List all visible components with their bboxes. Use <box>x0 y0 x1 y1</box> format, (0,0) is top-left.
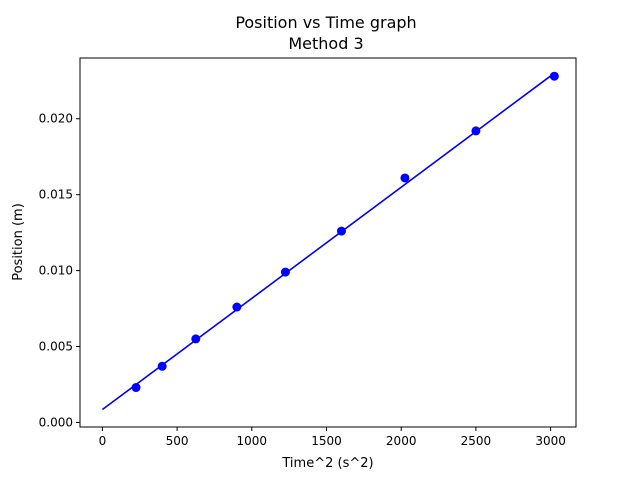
chart-title: Position vs Time graph <box>235 13 416 32</box>
data-point <box>400 173 410 183</box>
x-tick-label: 2500 <box>461 434 492 448</box>
data-point <box>131 383 141 393</box>
fit-line <box>101 72 555 411</box>
y-tick-label: 0.020 <box>39 112 73 126</box>
plot-area-frame <box>79 57 577 428</box>
chart-subtitle: Method 3 <box>288 34 363 53</box>
data-point <box>280 267 290 277</box>
x-tick-label: 500 <box>166 434 189 448</box>
x-tick-label: 0 <box>99 434 107 448</box>
data-point <box>191 334 201 344</box>
y-tick-label: 0.010 <box>39 264 73 278</box>
y-tick-label: 0.005 <box>39 340 73 354</box>
y-tick-label: 0.000 <box>39 415 73 429</box>
data-point <box>232 302 242 312</box>
data-point <box>157 361 167 371</box>
x-tick-label: 1000 <box>237 434 268 448</box>
x-tick-label: 3000 <box>535 434 566 448</box>
x-tick-label: 1500 <box>311 434 342 448</box>
data-point <box>471 126 481 136</box>
data-point <box>336 226 346 236</box>
data-point <box>549 71 559 81</box>
y-axis-label: Position (m) <box>11 203 26 281</box>
y-tick-label: 0.015 <box>39 188 73 202</box>
x-tick-label: 2000 <box>386 434 417 448</box>
x-axis-label: Time^2 (s^2) <box>281 456 373 471</box>
